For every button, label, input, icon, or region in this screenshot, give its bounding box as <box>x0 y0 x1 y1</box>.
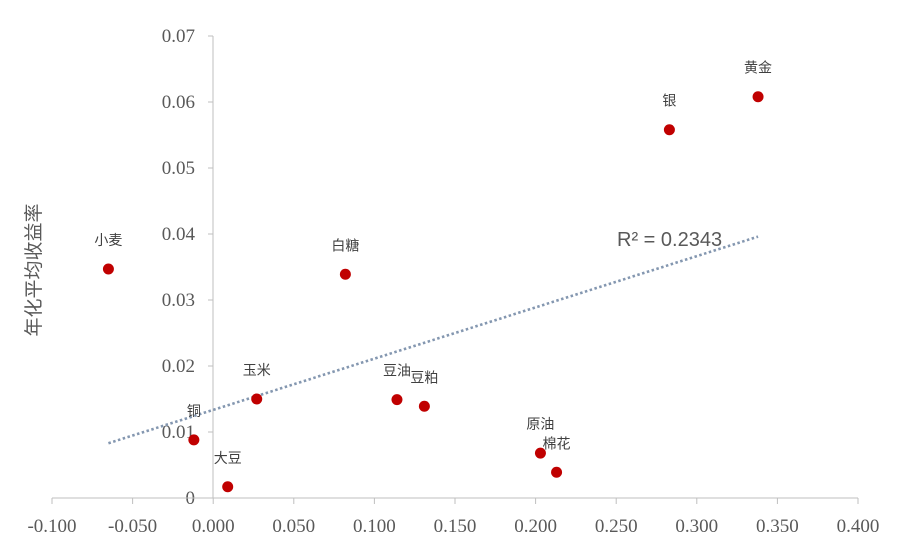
y-tick-label: 0.07 <box>162 26 195 47</box>
x-axis: -0.100 -0.050 0.000 0.050 0.100 0.150 0.200 0.2… <box>27 497 880 537</box>
y-axis-title: 年化平均收益率 <box>23 203 45 336</box>
data-point-label: 小麦 <box>94 233 122 249</box>
data-point <box>391 394 403 406</box>
r-squared-label: R² = 0.2343 <box>617 229 722 251</box>
x-tick-label: 0.000 <box>192 516 235 537</box>
y-axis: 00.010.020.030.040.050.060.07 <box>162 26 214 509</box>
x-tick-label: 0.200 <box>514 516 557 537</box>
x-tick-label: 0.100 <box>353 516 396 537</box>
x-tick-label: 0.250 <box>595 516 638 537</box>
x-tick-label: 0.150 <box>434 516 477 537</box>
data-point <box>188 434 200 446</box>
data-point <box>222 481 234 493</box>
data-point-label: 白糖 <box>331 238 359 254</box>
y-tick-label: 0.05 <box>162 158 195 179</box>
y-tick-label: 0.04 <box>162 224 196 245</box>
data-point <box>752 91 764 103</box>
data-point <box>102 263 114 275</box>
x-tick-label: -0.050 <box>108 516 157 537</box>
data-point-label: 银 <box>662 94 676 110</box>
data-point <box>251 393 263 405</box>
data-point-label: 豆油 <box>383 364 411 380</box>
y-tick-label: 0.03 <box>162 290 195 311</box>
x-tick-label: 0.350 <box>756 516 799 537</box>
data-point <box>339 268 351 280</box>
y-tick-label: 0.06 <box>162 92 195 113</box>
y-tick-label: 0.02 <box>162 356 195 377</box>
trendline <box>108 235 759 445</box>
data-point-label: 大豆 <box>214 451 242 467</box>
data-point-label: 豆粕 <box>410 370 438 386</box>
x-tick-label: 0.050 <box>272 516 315 537</box>
data-point <box>534 447 546 459</box>
x-tick-label: -0.100 <box>27 516 76 537</box>
data-point-label: 原油 <box>526 417 554 433</box>
data-point <box>418 400 430 412</box>
data-point-label: 玉米 <box>243 363 271 379</box>
data-point-label: 黄金 <box>744 60 772 77</box>
data-point <box>663 124 675 136</box>
data-point <box>551 466 563 478</box>
trendline-group <box>108 235 759 445</box>
y-tick-label: 0.01 <box>162 422 195 443</box>
data-point-label: 铜 <box>187 404 201 420</box>
data-point-label: 棉花 <box>543 435 571 452</box>
x-tick-label: 0.400 <box>837 516 880 537</box>
x-tick-label: 0.300 <box>675 516 718 537</box>
